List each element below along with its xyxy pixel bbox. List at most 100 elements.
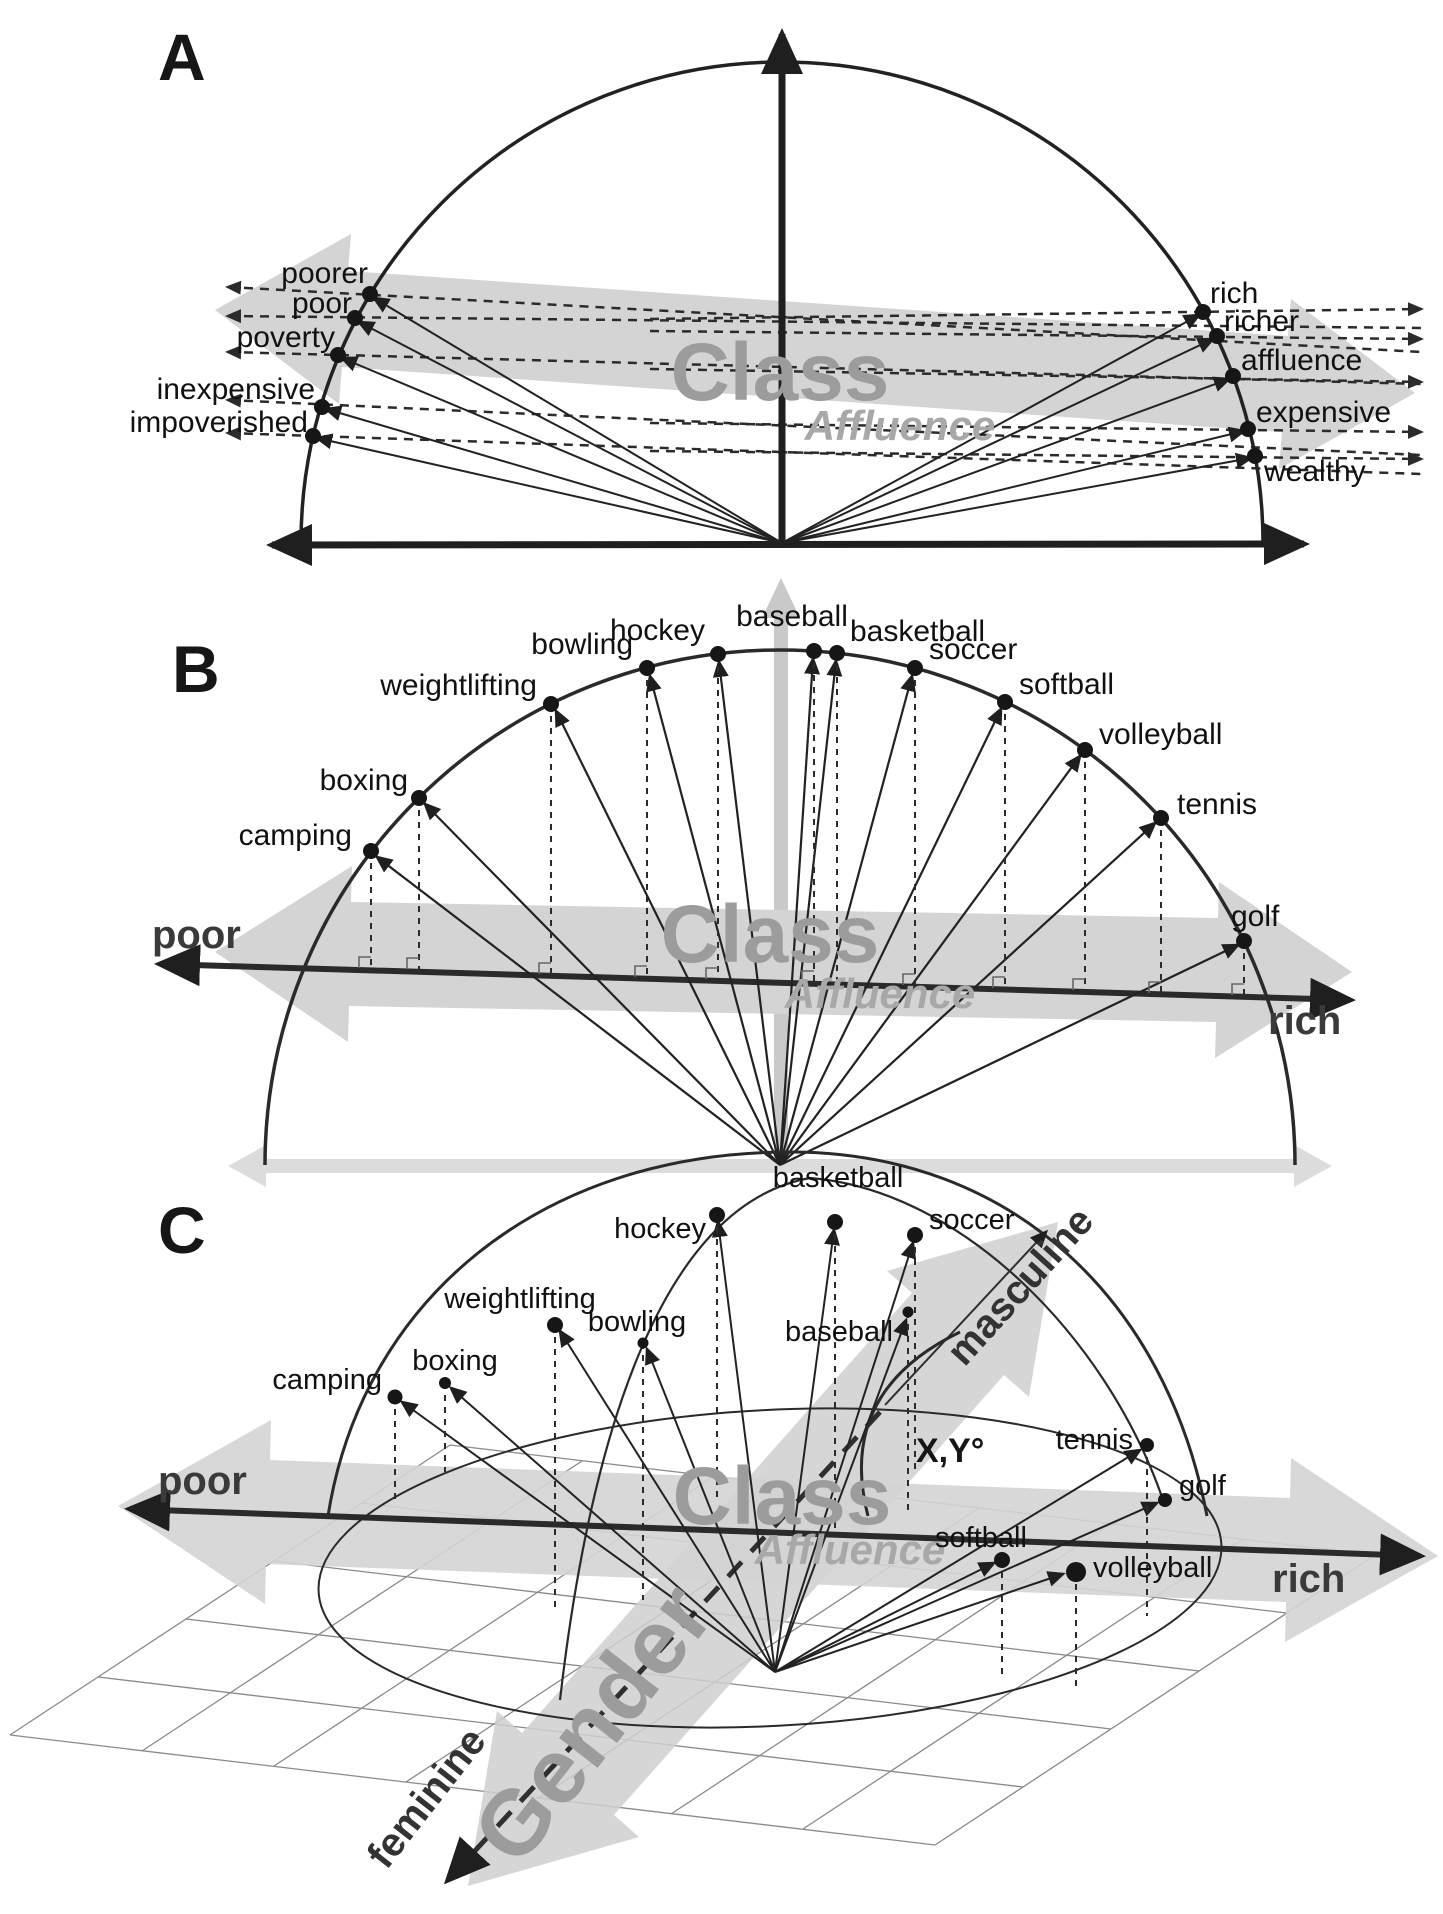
affluence-label-b: Affluence: [784, 970, 976, 1017]
pole-rich-b: rich: [1268, 999, 1341, 1043]
label-boxing-c: boxing: [412, 1345, 497, 1377]
point-impoverished: [305, 428, 321, 444]
angle-arc-c: [859, 1330, 961, 1517]
label-wealthy: wealthy: [1263, 455, 1366, 488]
label-camping-b: camping: [239, 819, 352, 852]
vector-hockey-b: [712, 659, 782, 1166]
panel-c-letter: C: [158, 1193, 206, 1267]
affluence-label-a: Affluence: [804, 402, 996, 449]
vector-camping-c: [399, 1400, 776, 1673]
point-weightlifting-c: [547, 1317, 563, 1333]
point-softball-c: [994, 1552, 1010, 1568]
label-inexpensive: inexpensive: [157, 373, 315, 406]
point-basketball-b: [829, 645, 845, 661]
vector-bowling-b: [646, 673, 782, 1166]
right-angle-bowling: [634, 965, 647, 977]
gender-axis-masculine-line: [884, 1229, 1049, 1406]
label-volleyball-c: volleyball: [1093, 1552, 1212, 1584]
vector-affluence: [781, 376, 1232, 544]
vector-soccer-b: [778, 673, 916, 1166]
label-baseball-b: baseball: [736, 600, 848, 633]
label-softball-c: softball: [935, 1522, 1027, 1554]
grid-line: [9, 1734, 936, 1846]
label-hockey-b: hockey: [610, 614, 705, 647]
vector-softball-b: [779, 706, 1003, 1166]
point-baseball-b: [806, 643, 822, 659]
label-weightlifting-b: weightlifting: [379, 669, 537, 702]
vector-golf-c: [774, 1501, 1160, 1673]
label-impoverished: impoverished: [130, 406, 308, 439]
label-poor: poor: [292, 287, 352, 320]
affluence-label-c: Affluence: [754, 1526, 946, 1573]
class-axis-b: [154, 944, 1356, 1020]
point-volleyball-c: [1066, 1562, 1086, 1582]
label-boxing-b: boxing: [320, 764, 408, 797]
point-camping-b: [363, 843, 379, 859]
label-rich: rich: [1210, 277, 1258, 310]
panel-c: C: [9, 1150, 1438, 1886]
label-expensive: expensive: [1256, 396, 1391, 429]
point-hockey-c: [709, 1207, 725, 1223]
points-b: [363, 643, 1252, 949]
point-boxing-c: [439, 1377, 451, 1389]
point-golf-c: [1158, 1493, 1172, 1507]
label-camping-c: camping: [272, 1364, 382, 1396]
point-affluence: [1225, 368, 1241, 384]
droplines-c: [394, 1215, 1148, 1692]
label-poorer: poorer: [281, 257, 368, 290]
point-camping-c: [387, 1389, 403, 1405]
label-basketball-c: basketball: [773, 1162, 904, 1194]
label-bowling-b: bowling: [531, 628, 633, 661]
point-tennis-b: [1153, 810, 1169, 826]
vectors-a: [314, 296, 1254, 544]
point-soccer-b: [907, 660, 923, 676]
right-angle-marks-b: [358, 956, 1244, 995]
vector-soccer-c: [774, 1240, 917, 1673]
point-poorer: [362, 286, 378, 302]
class-label-a: Class: [671, 327, 890, 418]
right-angle-golf: [1231, 983, 1244, 995]
label-bowling-c: bowling: [588, 1306, 686, 1338]
label-basketball-b: basketball: [850, 615, 985, 648]
points-a: [305, 286, 1263, 464]
point-volleyball-b: [1077, 742, 1093, 758]
vectors-b: [374, 656, 1241, 1166]
label-golf-b: golf: [1231, 900, 1280, 933]
right-angle-volleyball: [1072, 978, 1085, 990]
right-angle-boxing: [406, 957, 419, 969]
point-basketball-c: [827, 1214, 843, 1230]
right-angle-soccer: [902, 973, 915, 985]
x-axis-a: [266, 523, 1310, 566]
right-angle-softball: [992, 976, 1005, 988]
point-hockey-b: [710, 646, 726, 662]
vector-richer: [781, 337, 1216, 544]
label-hockey-c: hockey: [614, 1213, 706, 1245]
vector-baseball-c: [774, 1317, 909, 1673]
semicircle-b: [263, 648, 1297, 1166]
right-angle-camping: [358, 956, 371, 968]
right-angle-weightlifting: [538, 962, 551, 974]
point-wealthy: [1247, 448, 1263, 464]
point-richer: [1209, 328, 1225, 344]
vector-baseball-b: [778, 656, 821, 1166]
class-axis-c: [124, 1489, 1426, 1576]
vector-weightlifting-c: [558, 1328, 776, 1673]
vector-boxing-b: [422, 801, 781, 1166]
point-rich: [1195, 304, 1211, 320]
vector-rich: [781, 313, 1202, 544]
pole-poor-b: poor: [152, 913, 241, 957]
label-soccer-b: soccer: [929, 633, 1017, 666]
point-baseball-c: [902, 1306, 914, 1318]
vector-boxing-c: [448, 1386, 776, 1673]
label-tennis-b: tennis: [1177, 788, 1257, 821]
vector-wealthy: [781, 452, 1254, 544]
class-arrow-band-a: [215, 234, 1415, 469]
y-axis-gray-b: [762, 578, 800, 1165]
label-golf-c: golf: [1179, 1470, 1227, 1502]
point-boxing-b: [411, 790, 427, 806]
label-soccer-c: soccer: [929, 1204, 1015, 1236]
vector-poverty: [339, 356, 783, 544]
right-angle-tennis: [1148, 981, 1161, 993]
point-expensive: [1240, 421, 1256, 437]
